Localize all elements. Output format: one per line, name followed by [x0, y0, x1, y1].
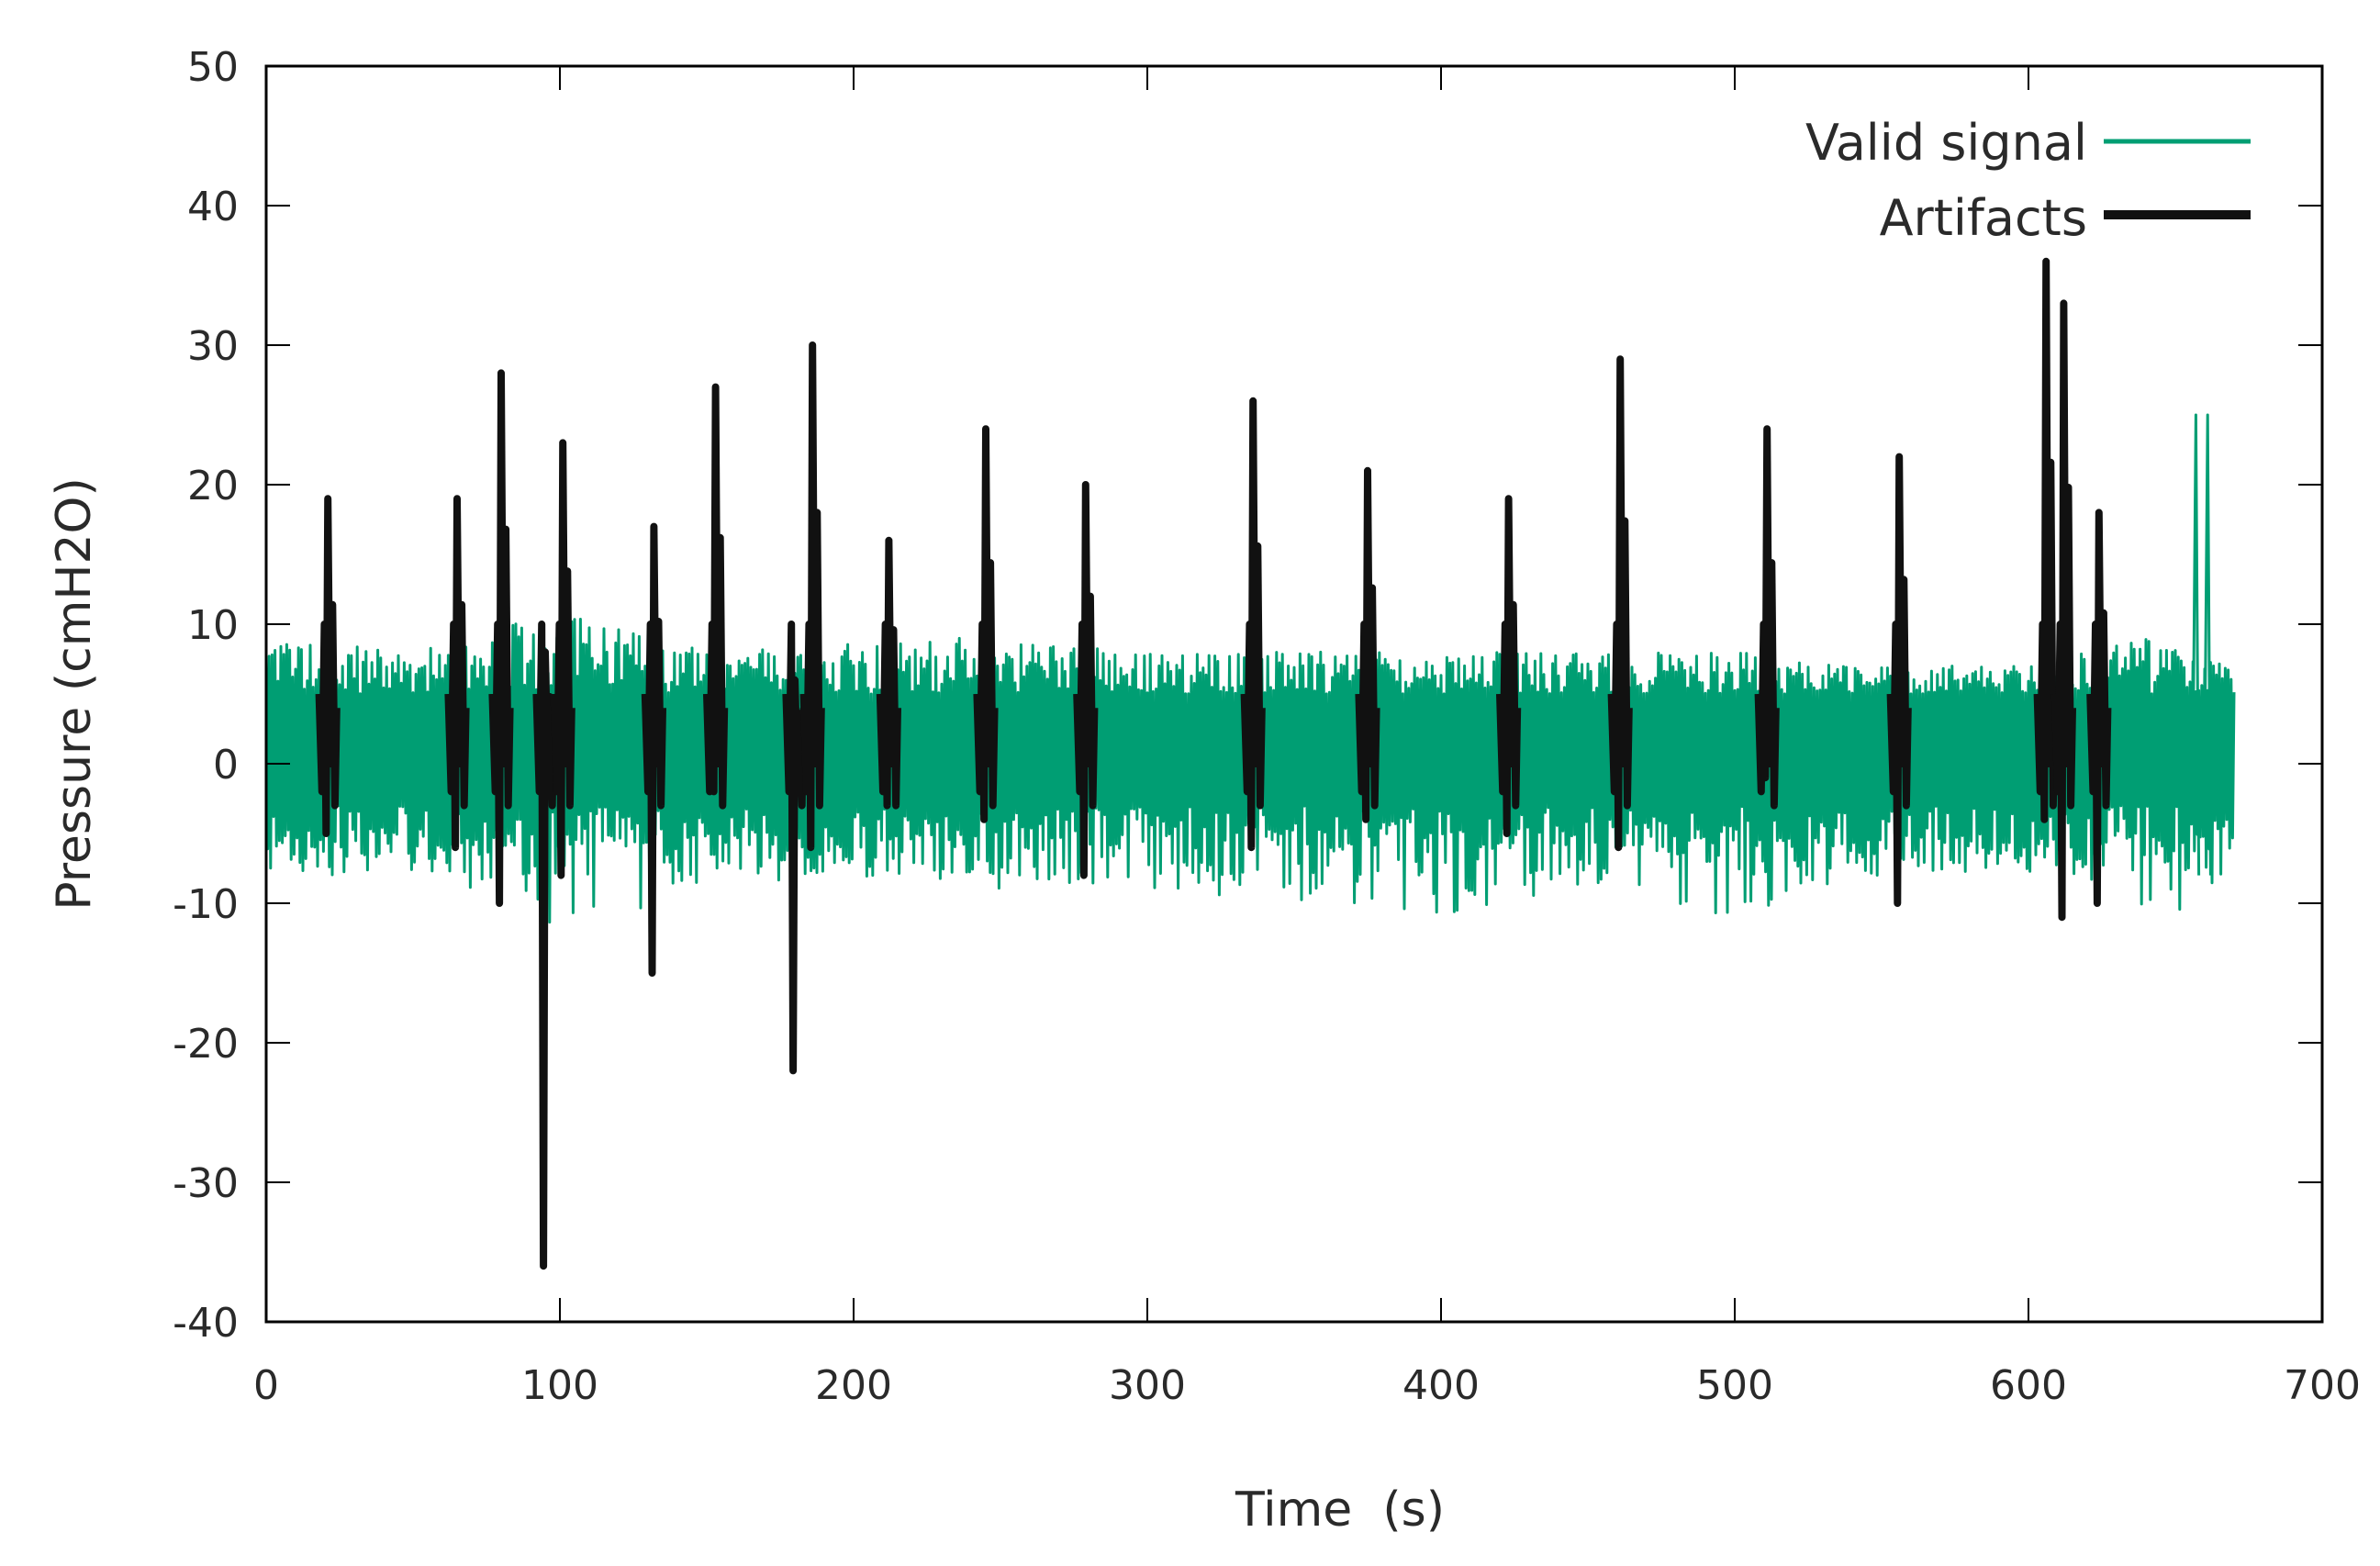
y-axis-ticks: -40 -30 -20 -10 0 10 20 30 40 50 [173, 44, 2322, 1347]
artifact-event [1496, 495, 1522, 837]
artifact-event [532, 621, 558, 1270]
artifact-event [799, 341, 825, 852]
plot-frame [264, 64, 2324, 1324]
artifact-event [1355, 466, 1380, 823]
y-tick-label: 20 [187, 463, 239, 509]
artifact-event [1886, 453, 1912, 907]
artifact-event [876, 536, 901, 810]
legend-label-valid-signal: Valid signal [1805, 114, 2087, 172]
artifact-event [550, 439, 575, 879]
x-axis-ticks: 0 100 200 300 400 500 600 700 [253, 66, 2361, 1409]
artifact-event [1073, 481, 1099, 879]
x-tick-label: 100 [521, 1362, 598, 1409]
artifact-event [782, 621, 808, 1075]
y-tick-label: 40 [187, 184, 239, 230]
x-tick-label: 300 [1109, 1362, 1186, 1409]
legend: Valid signal Artifacts [1805, 114, 2251, 247]
y-tick-label: -20 [173, 1021, 239, 1068]
y-tick-label: -10 [173, 881, 239, 928]
y-tick-label: 0 [213, 742, 239, 789]
artifact-event [444, 495, 470, 852]
x-tick-label: 700 [2284, 1362, 2361, 1409]
artifacts-series [315, 257, 2112, 1270]
artifact-event [2033, 257, 2059, 823]
x-tick-label: 400 [1402, 1362, 1480, 1409]
artifact-event [2086, 509, 2112, 907]
artifact-event [2050, 299, 2076, 922]
artifact-event [703, 383, 729, 810]
y-tick-label: -30 [173, 1160, 239, 1207]
y-tick-label: -40 [173, 1300, 239, 1347]
artifact-event [1240, 397, 1266, 852]
y-tick-label: 50 [187, 44, 239, 91]
x-tick-label: 600 [1990, 1362, 2067, 1409]
legend-label-artifacts: Artifacts [1880, 189, 2087, 247]
artifact-event [1754, 425, 1780, 810]
x-tick-label: 500 [1696, 1362, 1773, 1409]
x-tick-label: 0 [253, 1362, 279, 1409]
x-tick-label: 200 [815, 1362, 892, 1409]
y-tick-label: 10 [187, 602, 239, 649]
y-tick-label: 30 [187, 323, 239, 370]
artifact-event [1607, 355, 1633, 852]
artifact-event [641, 522, 666, 977]
artifact-event [973, 425, 999, 823]
x-axis-title: Time (s) [1235, 1482, 1445, 1538]
y-axis-title: Pressure (cmH2O) [47, 477, 102, 911]
artifact-event [315, 495, 341, 837]
artifact-event [488, 369, 514, 907]
